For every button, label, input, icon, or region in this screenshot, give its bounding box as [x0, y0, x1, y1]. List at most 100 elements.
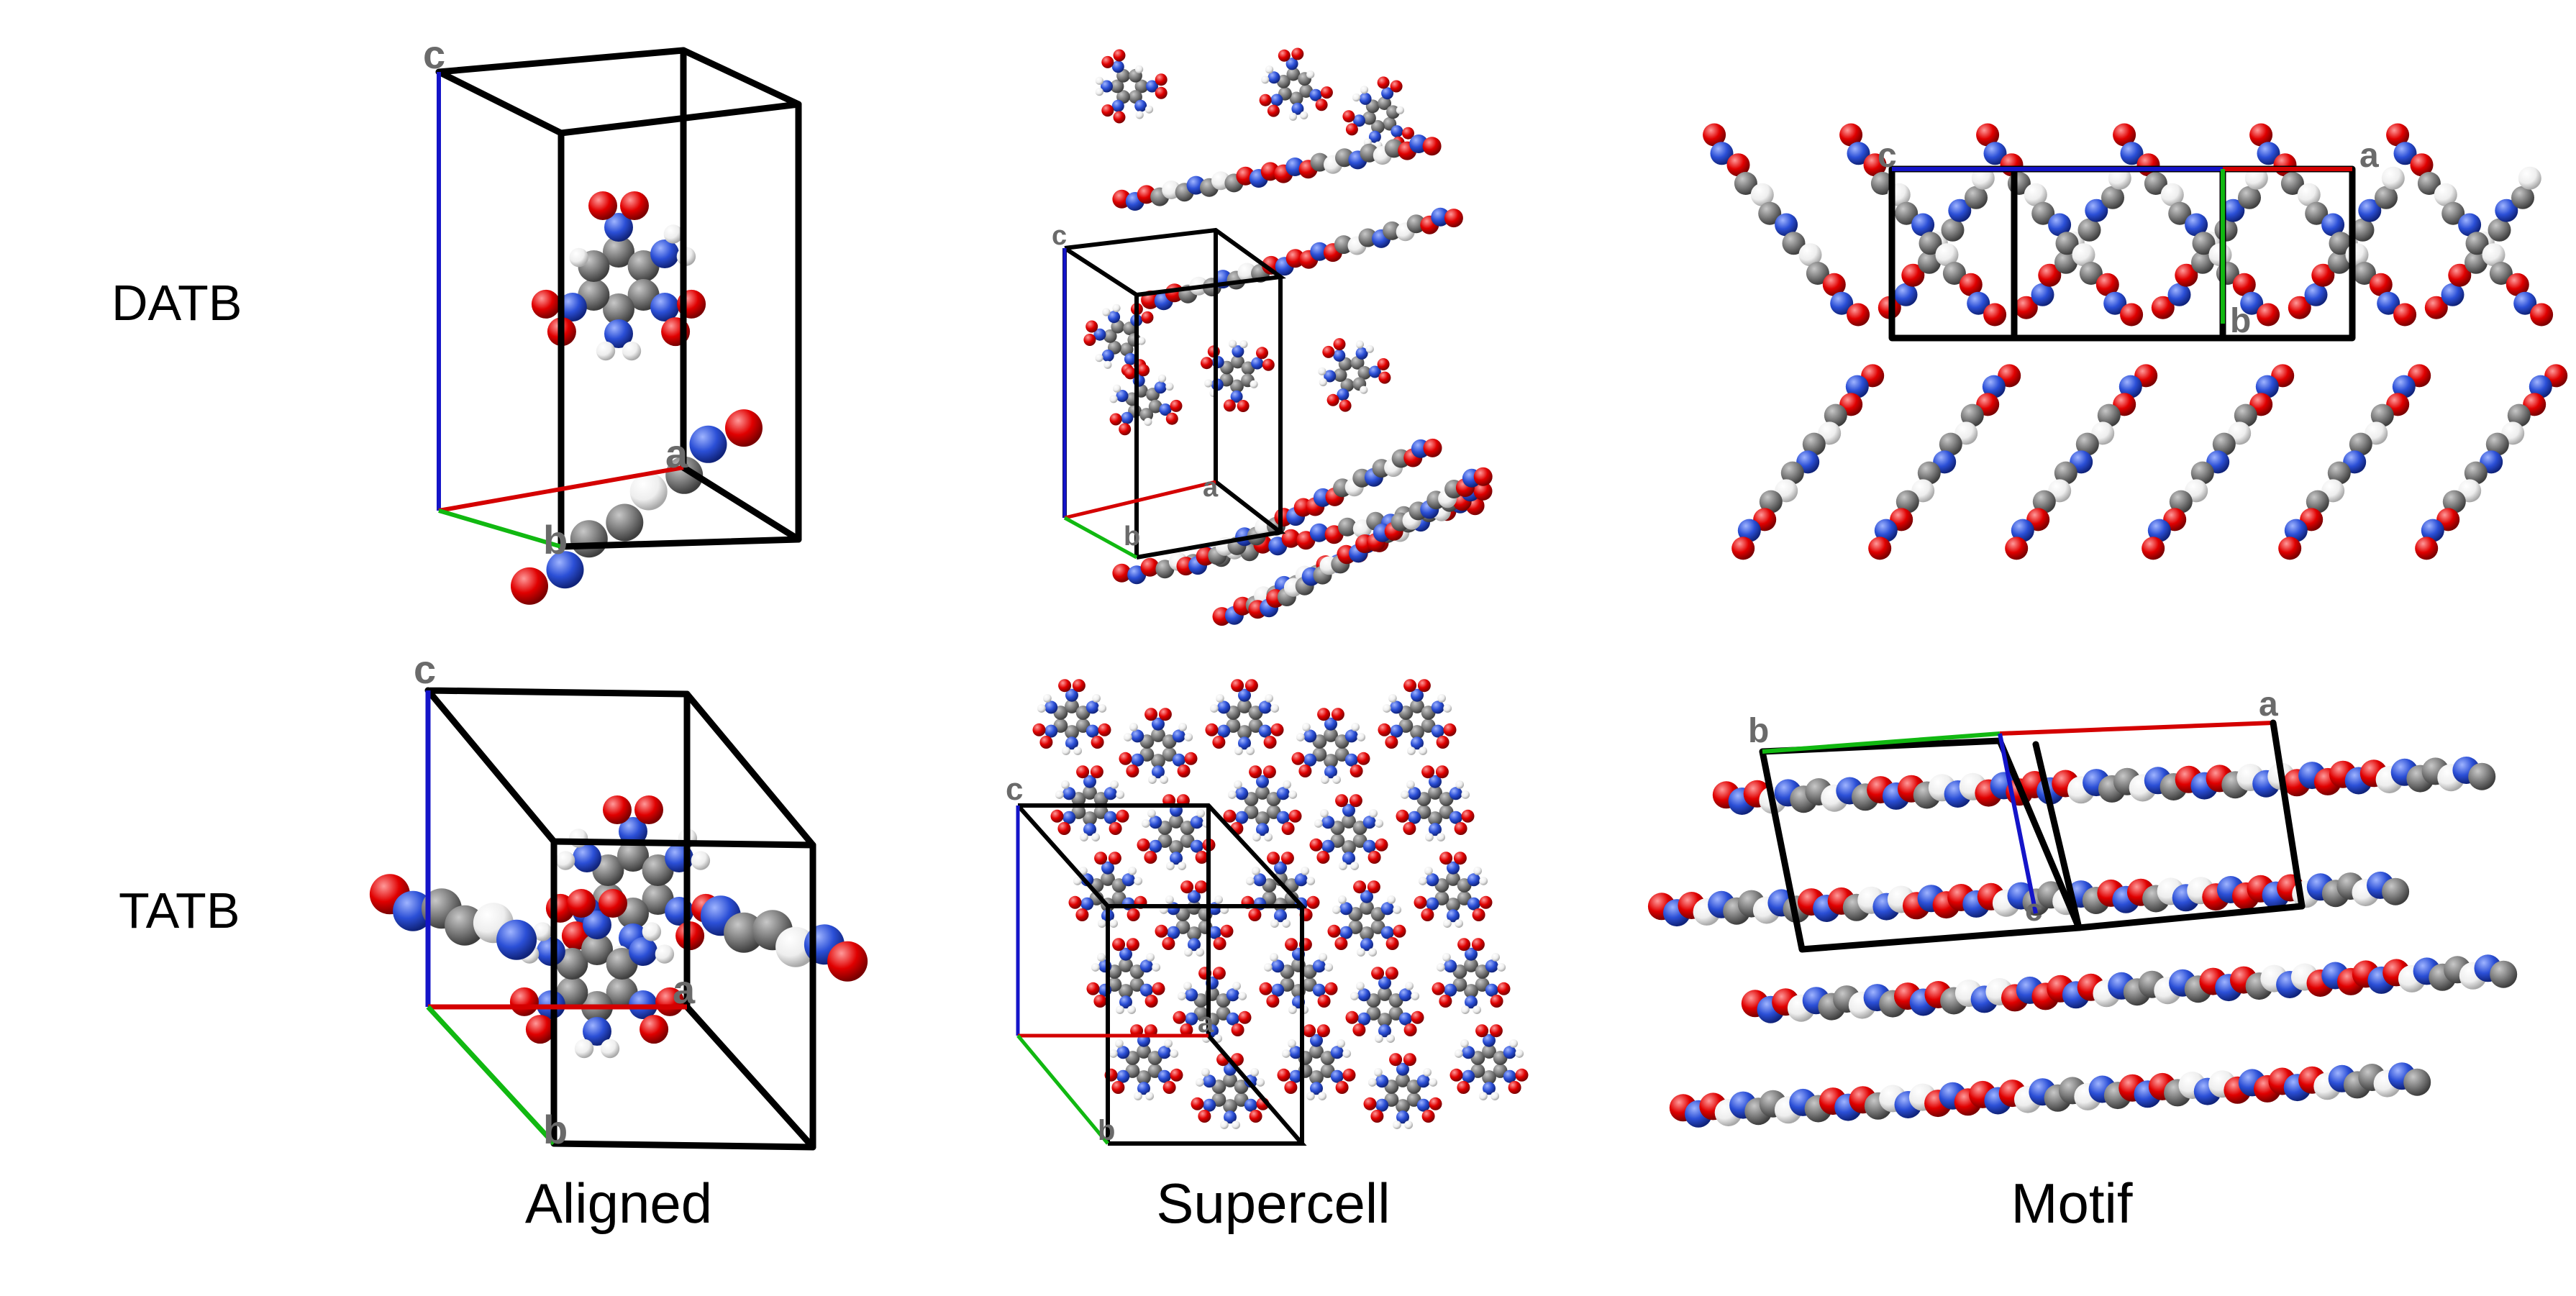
hydrogen-atom — [1411, 992, 1420, 1000]
atoms-datb-aligned — [511, 191, 763, 605]
oxygen-atom — [2369, 273, 2393, 296]
hydrogen-atom — [1214, 895, 1223, 904]
panel-datb-motif: c a b — [1703, 123, 2568, 560]
nitrogen-atom — [1359, 92, 1372, 105]
hydrogen-atom — [1256, 1078, 1265, 1087]
carbon-atom — [1410, 725, 1424, 739]
hydrogen-atom — [1342, 1049, 1352, 1058]
hydrogen-atom — [1352, 93, 1361, 102]
nitrogen-atom — [1276, 787, 1290, 800]
hydrogen-atom — [1098, 704, 1107, 713]
carbon-atom — [1148, 399, 1162, 414]
hydrogen-atom — [1437, 833, 1445, 841]
oxygen-atom — [1195, 851, 1209, 864]
carbon-atom — [1360, 900, 1374, 915]
oxygen-atom — [1158, 708, 1172, 721]
carbon-atom — [2489, 262, 2513, 285]
oxygen-atom — [1731, 537, 1755, 560]
carbon-atom — [1286, 67, 1301, 81]
hydrogen-atom — [1177, 992, 1186, 1000]
hydrogen-atom — [1250, 380, 1258, 388]
hydrogen-atom — [1080, 833, 1088, 841]
hydrogen-atom — [1092, 694, 1101, 703]
nitrogen-atom — [1152, 765, 1165, 779]
nitrogen-atom — [1044, 724, 1058, 738]
carbon-atom — [2212, 432, 2236, 456]
oxygen-atom — [1378, 371, 1391, 384]
oxygen-atom — [1223, 399, 1236, 412]
oxygen-atom — [1357, 752, 1370, 765]
carbon-atom — [1917, 461, 1941, 485]
hydrogen-atom — [1062, 747, 1070, 755]
oxygen-atom — [2386, 123, 2410, 147]
oxygen-atom — [1497, 982, 1511, 995]
oxygen-atom — [1377, 76, 1390, 89]
oxygen-atom — [1259, 982, 1273, 995]
carbon-atom — [1309, 1044, 1324, 1059]
carbon-atom — [2168, 201, 2192, 225]
hydrogen-atom — [1324, 963, 1334, 972]
oxygen-atom — [1422, 137, 1442, 156]
oxygen-atom — [1489, 1024, 1503, 1038]
carbon-atom — [1324, 728, 1338, 742]
hydrogen-atom — [1321, 775, 1329, 784]
oxygen-atom — [1231, 1023, 1244, 1036]
hydrogen-atom — [1165, 382, 1174, 391]
nitrogen-atom — [1270, 93, 1283, 106]
nitrogen-atom — [583, 911, 611, 939]
hydrogen-atom — [1157, 374, 1167, 383]
nitrogen-atom — [1124, 352, 1137, 365]
oxygen-atom — [1847, 303, 1870, 327]
carbon-atom — [1134, 79, 1149, 93]
oxygen-atom — [1334, 937, 1348, 950]
oxygen-atom — [1320, 86, 1333, 99]
oxygen-atom — [1144, 708, 1158, 721]
carbon-atom — [581, 934, 613, 965]
nitrogen-atom — [1344, 753, 1358, 767]
oxygen-atom — [1101, 104, 1114, 117]
oxygen-atom — [1112, 938, 1126, 952]
oxygen-atom — [1457, 1081, 1470, 1094]
oxygen-atom — [1267, 852, 1280, 865]
oxygen-atom — [1326, 393, 1339, 406]
oxygen-atom — [1076, 765, 1090, 779]
hydrogen-atom — [1127, 1005, 1136, 1014]
hydrogen-atom — [1935, 243, 1959, 267]
oxygen-atom — [1126, 938, 1139, 952]
oxygen-atom — [1259, 93, 1272, 106]
carbon-atom — [2190, 461, 2214, 485]
nitrogen-atom — [1378, 1024, 1391, 1038]
hydrogen-atom — [691, 851, 711, 870]
hydrogen-atom — [1095, 76, 1103, 85]
column-label-aligned: Aligned — [525, 1172, 712, 1235]
carbon-atom — [1960, 403, 1984, 427]
hydrogen-atom — [1281, 1049, 1291, 1058]
hydrogen-atom — [1195, 1078, 1204, 1087]
oxygen-atom — [567, 889, 596, 918]
carbon-atom — [2192, 232, 2216, 255]
oxygen-atom — [1086, 982, 1100, 995]
hydrogen-atom — [1112, 304, 1121, 312]
axis-label-a-tatb-motif: a — [2259, 685, 2278, 724]
oxygen-atom — [1429, 1097, 1442, 1110]
carbon-atom — [1918, 250, 1941, 274]
axis-label-c-supercell: c — [1052, 221, 1067, 251]
carbon-atom — [1396, 1073, 1410, 1087]
hydrogen-atom — [1145, 1092, 1154, 1100]
nitrogen-atom — [1080, 897, 1094, 911]
nitrogen-atom — [1483, 1082, 1496, 1095]
hydrogen-atom — [1365, 344, 1374, 353]
hydrogen-atom — [1473, 867, 1483, 875]
nitrogen-atom — [1121, 873, 1135, 887]
nitrogen-atom — [1167, 926, 1180, 939]
nitrogen-atom — [1086, 724, 1099, 738]
nitrogen-atom — [1065, 736, 1078, 750]
oxygen-atom — [2014, 296, 2038, 319]
nitrogen-atom — [1116, 1069, 1130, 1083]
hydrogen-atom — [1318, 1092, 1326, 1100]
oxygen-atom — [1863, 153, 1887, 177]
nitrogen-atom — [1083, 775, 1096, 788]
nitrogen-atom — [2240, 291, 2264, 315]
nitrogen-atom — [1310, 1033, 1323, 1047]
axis-label-a: a — [665, 431, 688, 476]
